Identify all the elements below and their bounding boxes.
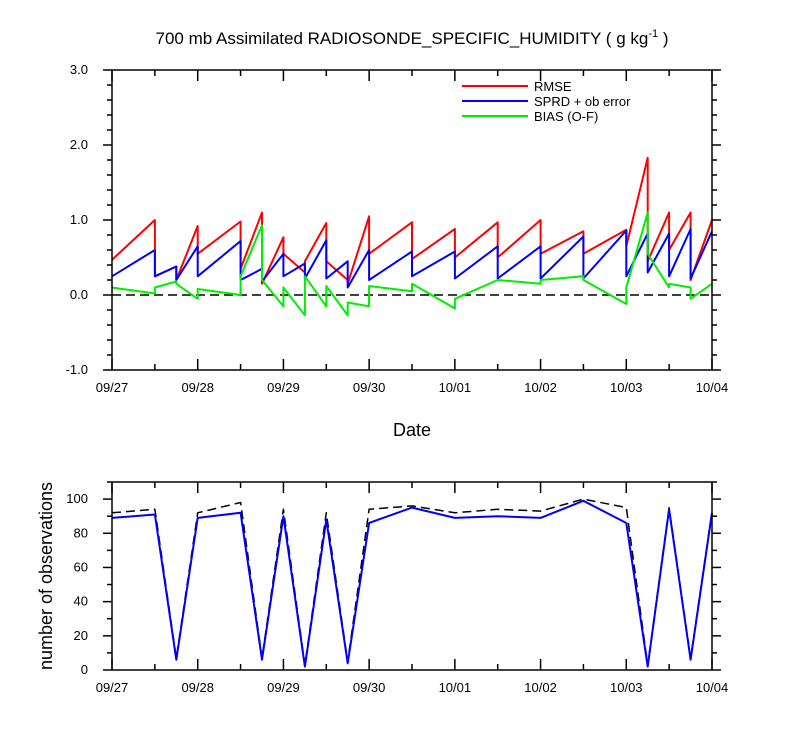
x-tick-label: 10/03: [610, 680, 643, 695]
bottom-ticks: 09/27 09/28 09/29 09/30 10/01 10/02 10/03 10/04…: [66, 481, 729, 695]
series-line-bias-o-f: [111, 211, 713, 317]
top-series-layer: [111, 156, 713, 317]
x-tick-label: 10/02: [524, 380, 557, 395]
top-x-axis-title: Date: [393, 420, 431, 440]
x-tick-label: 09/30: [353, 680, 386, 695]
x-tick-label: 09/28: [181, 380, 214, 395]
y-tick-label: 2.0: [70, 137, 88, 152]
y-tick-label: 80: [74, 525, 88, 540]
legend-label: BIAS (O-F): [534, 109, 598, 124]
x-tick-label: 10/02: [524, 680, 557, 695]
y-tick-label: 3.0: [70, 62, 88, 77]
x-tick-label: 10/01: [439, 680, 472, 695]
x-tick-label: 09/29: [267, 380, 300, 395]
x-tick-label: 09/28: [181, 680, 214, 695]
title-superscript: -1: [648, 28, 658, 40]
series-line-sprd-ob-error: [111, 228, 713, 289]
legend-label: RMSE: [534, 79, 572, 94]
series-line-rmse: [111, 156, 713, 285]
series-line-obs-0: [111, 498, 713, 666]
top-plot-frame: [111, 69, 713, 371]
x-tick-label: 10/03: [610, 380, 643, 395]
x-tick-label: 10/04: [696, 680, 729, 695]
top-chart-title: 700 mb Assimilated RADIOSONDE_SPECIFIC_H…: [156, 28, 669, 48]
title-suffix: ): [658, 29, 668, 48]
bottom-series-layer: [111, 498, 713, 668]
y-tick-label: 0.0: [70, 287, 88, 302]
y-tick-label: 20: [74, 628, 88, 643]
bottom-y-axis-title: number of observations: [36, 482, 56, 670]
y-tick-label: -1.0: [66, 362, 88, 377]
y-tick-label: 1.0: [70, 212, 88, 227]
y-tick-label: 100: [66, 491, 88, 506]
bottom-chart: 09/27 09/28 09/29 09/30 10/01 10/02 10/03 10/04…: [36, 481, 729, 695]
top-ticks: 09/27 09/28 09/29 09/30 10/01 10/02 10/03 10/04…: [66, 62, 729, 395]
bottom-plot-frame: [111, 481, 713, 671]
x-tick-label: 09/30: [353, 380, 386, 395]
title-main: 700 mb Assimilated RADIOSONDE_SPECIFIC_H…: [156, 29, 649, 48]
y-tick-label: 40: [74, 594, 88, 609]
y-tick-label: 0: [81, 662, 88, 677]
x-tick-label: 10/04: [696, 380, 729, 395]
top-chart: 700 mb Assimilated RADIOSONDE_SPECIFIC_H…: [66, 28, 729, 440]
legend-label: SPRD + ob error: [534, 94, 631, 109]
x-tick-label: 09/29: [267, 680, 300, 695]
x-tick-label: 09/27: [96, 380, 129, 395]
x-tick-label: 09/27: [96, 680, 129, 695]
series-line-obs-1: [111, 499, 713, 668]
x-tick-label: 10/01: [439, 380, 472, 395]
y-tick-label: 60: [74, 559, 88, 574]
